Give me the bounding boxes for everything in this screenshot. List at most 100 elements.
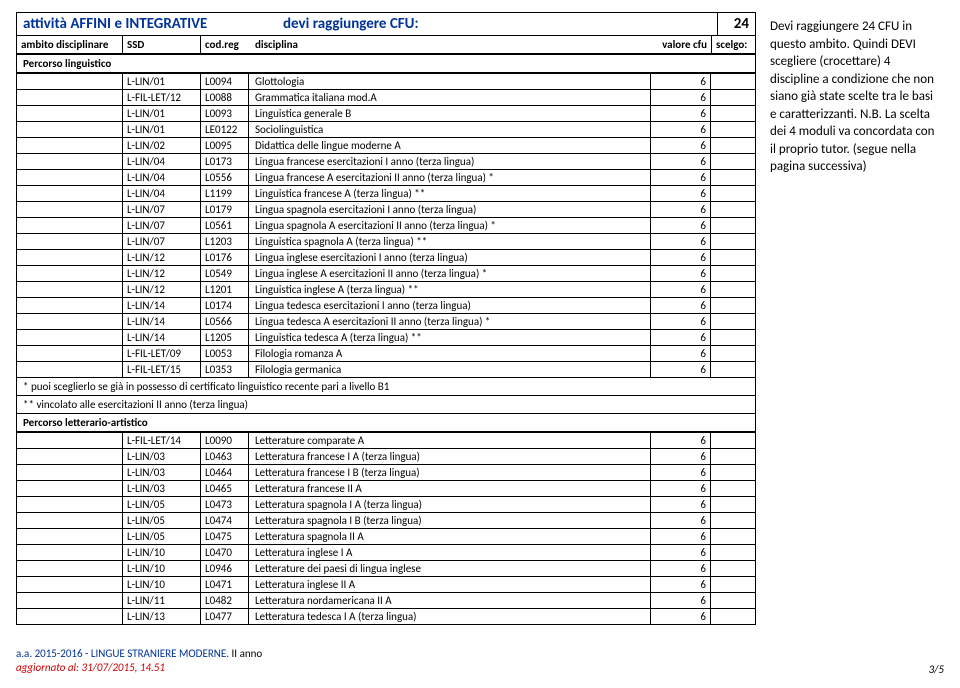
cell-ssd: L-LIN/12 xyxy=(123,250,201,265)
cell-scelgo[interactable] xyxy=(711,138,755,153)
cell-cod: L1205 xyxy=(201,330,249,345)
cell-ssd: L-LIN/11 xyxy=(123,593,201,608)
cell-scelgo[interactable] xyxy=(711,170,755,185)
cell-scelgo[interactable] xyxy=(711,202,755,217)
cell-cod: L0470 xyxy=(201,545,249,560)
cell-cod: L0173 xyxy=(201,154,249,169)
cell-ssd: L-LIN/12 xyxy=(123,266,201,281)
cell-ssd: L-LIN/05 xyxy=(123,513,201,528)
cell-scelgo[interactable] xyxy=(711,346,755,361)
cell-ambito xyxy=(17,545,123,560)
cell-cod: L0176 xyxy=(201,250,249,265)
cell-cod: L0463 xyxy=(201,449,249,464)
cell-cod: L0088 xyxy=(201,90,249,105)
cell-cfu: 6 xyxy=(651,282,711,297)
table-row: L-LIN/04L1199Linguistica francese A (ter… xyxy=(17,185,755,201)
cell-scelgo[interactable] xyxy=(711,465,755,480)
cell-scelgo[interactable] xyxy=(711,106,755,121)
table-body: Percorso linguisticoL-LIN/01L0094Glottol… xyxy=(16,54,756,625)
cell-cfu: 6 xyxy=(651,529,711,544)
cell-scelgo[interactable] xyxy=(711,529,755,544)
cell-scelgo[interactable] xyxy=(711,545,755,560)
table-row: L-LIN/01L0094Glottologia6 xyxy=(17,73,755,89)
cell-ambito xyxy=(17,593,123,608)
note-row: ** vincolato alle esercitazioni II anno … xyxy=(17,395,755,413)
cell-scelgo[interactable] xyxy=(711,234,755,249)
cell-ssd: L-LIN/14 xyxy=(123,314,201,329)
cell-ambito xyxy=(17,346,123,361)
cell-scelgo[interactable] xyxy=(711,122,755,137)
cell-disciplina: Lingua tedesca esercitazioni I anno (ter… xyxy=(249,298,651,313)
cell-disciplina: Letteratura inglese I A xyxy=(249,545,651,560)
cell-scelgo[interactable] xyxy=(711,449,755,464)
cell-cod: LE0122 xyxy=(201,122,249,137)
table-row: L-LIN/02L0095Didattica delle lingue mode… xyxy=(17,137,755,153)
cell-scelgo[interactable] xyxy=(711,481,755,496)
cell-cfu: 6 xyxy=(651,218,711,233)
cell-scelgo[interactable] xyxy=(711,218,755,233)
cell-cod: L1203 xyxy=(201,234,249,249)
cell-disciplina: Letterature dei paesi di lingua inglese xyxy=(249,561,651,576)
cell-disciplina: Letteratura spagnola I A (terza lingua) xyxy=(249,497,651,512)
cell-ssd: L-FIL-LET/12 xyxy=(123,90,201,105)
cell-scelgo[interactable] xyxy=(711,298,755,313)
hdr-cfu: valore cfu xyxy=(651,36,711,53)
cell-scelgo[interactable] xyxy=(711,186,755,201)
table-row: L-LIN/10L0471Letteratura inglese II A6 xyxy=(17,576,755,592)
cell-cfu: 6 xyxy=(651,577,711,592)
cell-scelgo[interactable] xyxy=(711,609,755,624)
hdr-disciplina: disciplina xyxy=(249,36,651,53)
cell-ambito xyxy=(17,298,123,313)
cell-scelgo[interactable] xyxy=(711,593,755,608)
cell-scelgo[interactable] xyxy=(711,154,755,169)
cell-scelgo[interactable] xyxy=(711,282,755,297)
cell-scelgo[interactable] xyxy=(711,433,755,448)
cell-cfu: 6 xyxy=(651,250,711,265)
table-row: L-LIN/01L0093Linguistica generale B6 xyxy=(17,105,755,121)
cell-scelgo[interactable] xyxy=(711,266,755,281)
cell-cfu: 6 xyxy=(651,513,711,528)
cell-ambito xyxy=(17,314,123,329)
table-row: L-LIN/10L0470Letteratura inglese I A6 xyxy=(17,544,755,560)
cell-ambito xyxy=(17,497,123,512)
cell-scelgo[interactable] xyxy=(711,250,755,265)
footer-year: II anno xyxy=(229,647,262,660)
cell-scelgo[interactable] xyxy=(711,577,755,592)
cell-ambito xyxy=(17,609,123,624)
cell-disciplina: Lingua inglese esercitazioni I anno (ter… xyxy=(249,250,651,265)
cell-ambito xyxy=(17,90,123,105)
cell-ambito xyxy=(17,577,123,592)
column-headers: ambito disciplinare SSD cod.reg discipli… xyxy=(16,36,756,54)
footer-updated: aggiornato al: 31/07/2015, 14.51 xyxy=(16,661,165,674)
cell-ssd: L-LIN/01 xyxy=(123,106,201,121)
cell-scelgo[interactable] xyxy=(711,362,755,377)
cell-ssd: L-LIN/03 xyxy=(123,449,201,464)
footer: a.a. 2015-2016 - LINGUE STRANIERE MODERN… xyxy=(16,647,944,676)
cell-scelgo[interactable] xyxy=(711,74,755,89)
cell-ambito xyxy=(17,170,123,185)
cell-ambito xyxy=(17,122,123,137)
cell-ssd: L-FIL-LET/14 xyxy=(123,433,201,448)
hdr-cod: cod.reg xyxy=(201,36,249,53)
cell-cod: L1199 xyxy=(201,186,249,201)
cell-cfu: 6 xyxy=(651,154,711,169)
cell-disciplina: Glottologia xyxy=(249,74,651,89)
cell-cfu: 6 xyxy=(651,106,711,121)
cell-ssd: L-LIN/10 xyxy=(123,561,201,576)
cell-ssd: L-LIN/10 xyxy=(123,545,201,560)
cell-scelgo[interactable] xyxy=(711,314,755,329)
cell-scelgo[interactable] xyxy=(711,513,755,528)
cell-cfu: 6 xyxy=(651,186,711,201)
cell-ambito xyxy=(17,465,123,480)
table-row: L-LIN/13L0477Letteratura tedesca I A (te… xyxy=(17,608,755,624)
cell-ssd: L-LIN/05 xyxy=(123,497,201,512)
side-note: Devi raggiungere 24 CFU in questo ambito… xyxy=(770,12,940,625)
table-row: L-LIN/03L0465Letteratura francese II A6 xyxy=(17,480,755,496)
cell-scelgo[interactable] xyxy=(711,561,755,576)
cell-scelgo[interactable] xyxy=(711,90,755,105)
cell-ambito xyxy=(17,234,123,249)
cell-scelgo[interactable] xyxy=(711,330,755,345)
table-row: L-LIN/04L0173Lingua francese esercitazio… xyxy=(17,153,755,169)
cell-scelgo[interactable] xyxy=(711,497,755,512)
table-row: L-LIN/12L0549Lingua inglese A esercitazi… xyxy=(17,265,755,281)
